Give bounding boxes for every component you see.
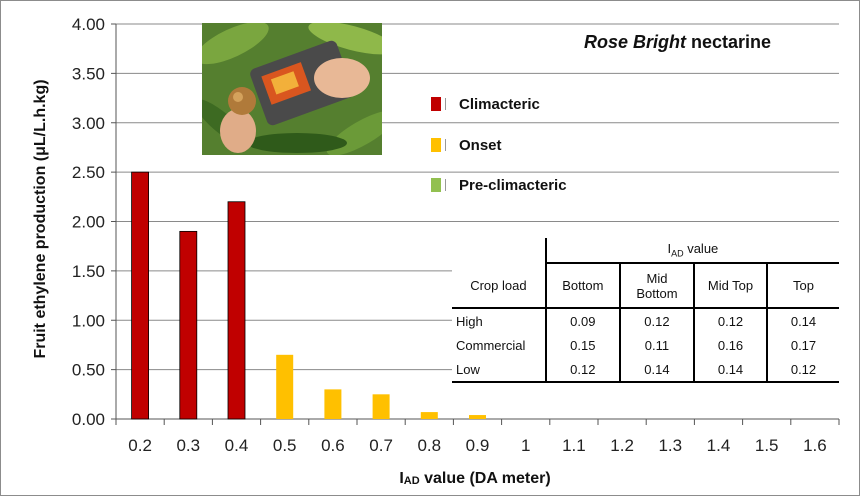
bar-onset (372, 394, 390, 419)
y-tick-label: 3.00 (72, 114, 105, 133)
table-cell: 0.12 (766, 358, 839, 382)
table-cell: 0.14 (766, 308, 839, 333)
table-row-label: Low (456, 362, 480, 377)
table-cell: 0.12 (544, 358, 620, 382)
table-column-header: Mid Top (693, 263, 767, 308)
y-tick-label: 4.00 (72, 15, 105, 34)
legend-item-climacteric: Climacteric (431, 94, 540, 114)
y-tick-label: 3.50 (72, 64, 105, 83)
table-cell: 0.12 (693, 308, 767, 333)
x-tick-label: 0.9 (466, 436, 490, 455)
legend-item-onset: Onset (431, 135, 502, 155)
legend-swatch-pre-climacteric (431, 178, 441, 192)
y-tick-label: 2.00 (72, 213, 105, 232)
x-tick-label: 1.5 (755, 436, 779, 455)
x-tick-label: 1 (521, 436, 530, 455)
bars (131, 171, 486, 420)
table-cell: 0.12 (618, 308, 695, 333)
bar-onset (420, 412, 438, 419)
legend-item-pre-climacteric: Pre-climacteric (431, 175, 567, 195)
y-tick-label: 0.00 (72, 410, 105, 429)
legend-label: Pre-climacteric (459, 176, 567, 194)
x-tick-label: 0.6 (321, 436, 345, 455)
table-row-header: Crop load (470, 277, 527, 293)
table-cell: 0.16 (693, 333, 767, 358)
bar-climacteric (179, 230, 198, 420)
legend-label: Climacteric (459, 95, 540, 113)
bar-climacteric (227, 201, 246, 420)
x-tick-label: 1.3 (658, 436, 682, 455)
iad-inset-table: IAD value Crop load Bottom Mid Bottom Mi… (452, 238, 839, 382)
table-row: Low 0.12 0.14 0.14 0.12 (452, 358, 839, 382)
x-tick-label: 1.2 (610, 436, 634, 455)
chart-title: Rose Bright nectarine (584, 32, 772, 52)
x-tick-label: 0.4 (225, 436, 249, 455)
table-row-label: Commercial (456, 338, 526, 353)
x-tick-label: 0.3 (176, 436, 200, 455)
table-row-label: High (456, 313, 483, 329)
table-cell: 0.17 (766, 333, 839, 358)
table-corner-cell (452, 238, 546, 263)
x-tick-label: 0.2 (128, 436, 152, 455)
x-tick-label: 1.4 (707, 436, 731, 455)
table-group-header: IAD value (544, 238, 839, 264)
table-row: Commercial 0.15 0.11 0.16 0.17 (452, 333, 839, 358)
legend-swatch-onset (431, 138, 441, 152)
table-cell: 0.11 (618, 333, 695, 358)
table-column-header: Bottom (544, 263, 620, 308)
table-cell: 0.09 (544, 308, 620, 333)
y-tick-label: 0.50 (72, 361, 105, 380)
legend-separator (445, 179, 446, 191)
y-tick-label: 1.00 (72, 311, 105, 330)
x-tick-label: 1.1 (562, 436, 586, 455)
bar-onset (324, 389, 342, 419)
table-cell: 0.14 (618, 358, 695, 382)
x-tick-label: 1.6 (803, 436, 827, 455)
y-tick-label: 1.50 (72, 262, 105, 281)
table-row: High 0.09 0.12 0.12 0.14 (452, 308, 839, 333)
table-column-header: Mid Bottom (618, 263, 695, 308)
bar-onset (469, 415, 486, 419)
x-tick-label: 0.7 (369, 436, 393, 455)
x-axis-title: IAD value (DA meter) (399, 470, 550, 487)
legend-swatch-climacteric (431, 97, 441, 111)
x-tick-labels: 0.2 0.3 0.4 0.5 0.6 0.7 0.8 0.9 1 1.1 1.2 1.3 1.4 1.5… (128, 436, 826, 455)
y-tick-labels: 0.00 0.50 1.00 1.50 2.00 2.50 3.00 3.50 4.00 (72, 15, 105, 429)
table-cell: 0.14 (693, 358, 767, 382)
legend-label: Onset (459, 136, 502, 154)
x-tick-label: 0.5 (273, 436, 297, 455)
y-axis-title: Fruit ethylene production (μL/L.h.kg) (32, 79, 49, 358)
da-meter-photo-icon (202, 23, 382, 155)
x-tick-label: 0.8 (417, 436, 441, 455)
bar-climacteric (131, 171, 150, 420)
bar-onset (276, 354, 294, 419)
table-column-header: Top (766, 263, 839, 308)
table-cell: 0.15 (544, 333, 620, 358)
y-tick-label: 2.50 (72, 163, 105, 182)
legend-separator (445, 139, 446, 151)
legend-separator (445, 98, 446, 110)
